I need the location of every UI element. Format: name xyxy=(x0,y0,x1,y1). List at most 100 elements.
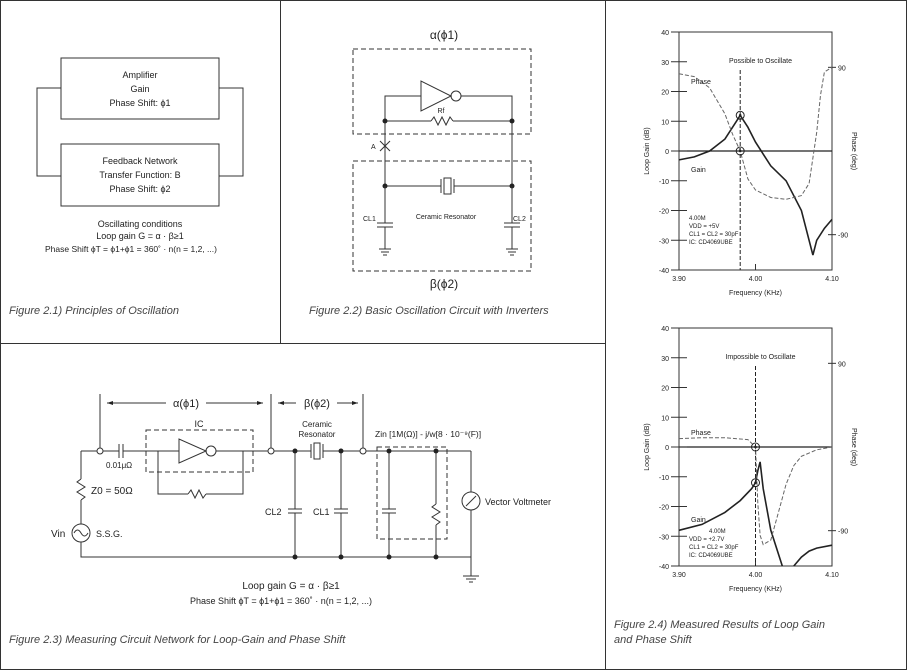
resonator-label: Ceramic Resonator xyxy=(416,214,477,221)
ssg-label: S.S.G. xyxy=(96,529,123,539)
figure-2-2-panel: α(ϕ1) Rf A Ceramic Resonator CL1 CL2 β(ϕ… xyxy=(280,0,606,344)
chart-1-y-tick-label: -20 xyxy=(659,209,669,216)
zin-label: Zin [1M(Ω)] - j/w[8 · 10⁻⁹(F)] xyxy=(375,429,481,439)
figure-2-4-caption: Figure 2.4) Measured Results of Loop Gai… xyxy=(614,618,825,648)
cl1-label: CL1 xyxy=(363,216,376,223)
chart-1-y2-tick-label: 90 xyxy=(838,65,846,72)
chart-2-y-tick-label: -40 xyxy=(659,564,669,571)
chart-1-gain-marker-dot xyxy=(738,114,742,117)
chart-2-y2-axis-label: Phase (deg) xyxy=(850,428,857,466)
chart-2-gain-marker xyxy=(751,478,760,488)
chart-2-x-axis-label: Frequency (KHz) xyxy=(729,586,782,593)
z0-label: Z0 = 50Ω xyxy=(91,486,133,497)
phase-shift-1-label: Phase Shift: ϕ1 xyxy=(109,98,170,108)
chart-2-y-axis-label: Loop Gain (dB) xyxy=(644,423,651,470)
vin-label: Vin xyxy=(51,529,65,540)
chart-1-y-tick-label: 20 xyxy=(661,90,669,97)
alpha-label: α(ϕ1) xyxy=(430,28,458,42)
chart-1-phase-marker xyxy=(735,146,745,156)
chart-2-series-phase xyxy=(678,437,833,546)
chart-2-y-tick-label: -30 xyxy=(659,534,669,541)
chart-2-phase-label: Phase xyxy=(691,430,711,437)
conditions-title: Oscillating conditions xyxy=(98,219,183,229)
chart-1-y-tick-label: -40 xyxy=(659,268,669,275)
chart-1-y-tick-label: 10 xyxy=(661,119,669,126)
phase-shift-condition: Phase Shift ϕT = ϕ1+ϕ1 = 360˚ · n(n = 1,… xyxy=(45,244,217,254)
chart-1-y-tick-label: 30 xyxy=(661,60,669,67)
chart-2-note: CL1 = CL2 = 30pF xyxy=(689,545,739,551)
chart-1-series-gain xyxy=(678,113,833,256)
chart-2-note: 4.00M xyxy=(709,529,726,535)
cl2-label: CL2 xyxy=(513,216,526,223)
chart-1-title: Possible to Oscillate xyxy=(729,58,792,65)
chart-2-y-tick-label: 40 xyxy=(661,326,669,333)
vector-voltmeter-label: Vector Voltmeter xyxy=(485,497,551,507)
chart-2-y-tick-label: -10 xyxy=(659,475,669,482)
figure-2-1-panel: Amplifier Gain Phase Shift: ϕ1 Feedback … xyxy=(0,0,281,344)
beta-label: β(ϕ2) xyxy=(304,398,330,410)
chart-1-phase-marker-dot xyxy=(738,149,742,153)
figure-2-1-caption: Figure 2.1) Principles of Oscillation xyxy=(9,305,179,317)
inverter-oscillator-diagram: α(ϕ1) Rf A Ceramic Resonator CL1 CL2 β(ϕ… xyxy=(352,28,532,291)
chart-1-note: IC: CD4069UBE xyxy=(689,240,733,246)
phase-shift-2-label: Phase Shift: ϕ2 xyxy=(109,184,170,194)
chart-1-y-tick-label: -30 xyxy=(659,238,669,245)
chart-2-y-tick-label: 20 xyxy=(661,386,669,393)
alpha-label: α(ϕ1) xyxy=(173,398,199,410)
caption-line-2: and Phase Shift xyxy=(614,634,692,646)
ic-label: IC xyxy=(195,419,205,429)
chart-1-y-tick-label: 0 xyxy=(665,149,669,156)
loop-gain-condition: Loop gain G = α · β≥1 xyxy=(96,231,184,241)
amplifier-label: Amplifier xyxy=(122,70,157,80)
chart-1-note: VDD = +5V xyxy=(689,224,719,230)
chart-2-note: VDD = +2.7V xyxy=(689,537,724,543)
caption-line-1: Figure 2.4) Measured Results of Loop Gai… xyxy=(614,619,825,631)
chart-2-note: IC: CD4069UBE xyxy=(689,553,733,559)
gain-label: Gain xyxy=(130,84,149,94)
chart-1-x-axis-label: Frequency (KHz) xyxy=(729,290,782,297)
feedback-label: Feedback Network xyxy=(102,156,178,166)
chart-2-phase-marker xyxy=(751,442,760,452)
chart-2-y-tick-label: 30 xyxy=(661,356,669,363)
figure-2-3-caption: Figure 2.3) Measuring Circuit Network fo… xyxy=(9,634,346,646)
capacitor-label: 0.01μΩ xyxy=(106,461,132,470)
loop-gain-phase-charts: 40 30 20 10 0 -10 -20 -30 -40 90 -90 3.90 4.00 4.10 Fr… xyxy=(644,30,857,593)
chart-1-series-phase xyxy=(678,66,833,200)
chart-1-gain-marker xyxy=(735,110,745,120)
chart-2-y2-tick-label: -90 xyxy=(838,529,848,536)
chart-2-y-tick-label: 0 xyxy=(665,445,669,452)
chart-2-gain-marker-dot xyxy=(754,481,757,485)
chart-2-series-gain xyxy=(793,544,833,567)
measuring-circuit-diagram: α(ϕ1) β(ϕ2) IC 0.01μΩ Z0 = 50Ω Vin S.S.G… xyxy=(51,394,551,606)
chart-1-y2-axis-label: Phase (deg) xyxy=(850,132,857,170)
chart-2-gain-label: Gain xyxy=(691,517,706,524)
oscillation-principle-diagram: Amplifier Gain Phase Shift: ϕ1 Feedback … xyxy=(36,57,244,254)
cl2-label: CL2 xyxy=(265,507,282,517)
loop-gain-condition: Loop gain G = α · β≥1 xyxy=(242,581,340,592)
chart-2-title: Impossible to Oscillate xyxy=(725,354,795,361)
figure-2-4-panel: 40 30 20 10 0 -10 -20 -30 -40 90 -90 3.90 4.00 4.10 Fr… xyxy=(605,0,907,670)
chart-1-x-tick-label: 4.10 xyxy=(825,276,839,283)
rf-label: Rf xyxy=(438,108,445,115)
resonator-label-1: Ceramic xyxy=(302,420,332,429)
chart-1-note: CL1 = CL2 = 30pF xyxy=(689,232,739,238)
transfer-function-label: Transfer Function: Β xyxy=(99,170,180,180)
chart-1-y-axis-label: Loop Gain (dB) xyxy=(644,127,651,174)
cl1-label: CL1 xyxy=(313,507,330,517)
chart-1-x-tick-label: 4.00 xyxy=(749,276,763,283)
chart-1-gain-label: Gain xyxy=(691,167,706,174)
chart-1-phase-label: Phase xyxy=(691,79,711,86)
chart-1-y2-tick-label: -90 xyxy=(838,233,848,240)
node-a-label: A xyxy=(371,144,376,151)
figure-2-2-caption: Figure 2.2) Basic Oscillation Circuit wi… xyxy=(309,305,549,317)
beta-label: β(ϕ2) xyxy=(430,277,458,291)
figure-2-3-panel: α(ϕ1) β(ϕ2) IC 0.01μΩ Z0 = 50Ω Vin S.S.G… xyxy=(0,343,606,670)
chart-2-x-tick-label: 3.90 xyxy=(672,572,686,579)
chart-1-y-tick-label: -10 xyxy=(659,179,669,186)
chart-1-note: 4.00M xyxy=(689,216,706,222)
chart-2-y-tick-label: 10 xyxy=(661,415,669,422)
chart-1-x-tick-label: 3.90 xyxy=(672,276,686,283)
chart-2-x-tick-label: 4.00 xyxy=(749,572,763,579)
phase-shift-condition: Phase Shift ϕT = ϕ1+ϕ1 = 360˚ · n(n = 1,… xyxy=(190,596,372,606)
chart-2-phase-marker-dot xyxy=(754,445,757,449)
